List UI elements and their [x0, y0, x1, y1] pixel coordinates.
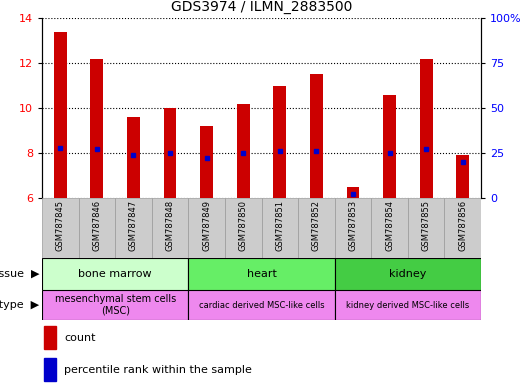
FancyBboxPatch shape [408, 198, 445, 258]
Text: GSM787852: GSM787852 [312, 200, 321, 251]
Bar [200, 126, 213, 198]
Bar [456, 155, 469, 198]
Text: mesenchymal stem cells
(MSC): mesenchymal stem cells (MSC) [54, 294, 176, 316]
FancyBboxPatch shape [188, 198, 225, 258]
Bar [420, 58, 433, 198]
FancyBboxPatch shape [152, 198, 188, 258]
Bar [54, 31, 67, 198]
Text: GSM787853: GSM787853 [348, 200, 357, 251]
Bar [90, 58, 103, 198]
FancyBboxPatch shape [335, 290, 481, 320]
FancyBboxPatch shape [78, 198, 115, 258]
Text: kidney derived MSC-like cells: kidney derived MSC-like cells [346, 301, 470, 310]
FancyBboxPatch shape [42, 258, 188, 290]
Text: tissue  ▶: tissue ▶ [0, 269, 39, 279]
FancyBboxPatch shape [335, 258, 481, 290]
FancyBboxPatch shape [42, 290, 188, 320]
Text: GSM787847: GSM787847 [129, 200, 138, 251]
Bar [347, 187, 359, 198]
Text: kidney: kidney [389, 269, 427, 279]
Text: cardiac derived MSC-like cells: cardiac derived MSC-like cells [199, 301, 324, 310]
Bar [164, 108, 176, 198]
FancyBboxPatch shape [188, 258, 335, 290]
Text: GSM787856: GSM787856 [458, 200, 467, 251]
FancyBboxPatch shape [335, 198, 371, 258]
FancyBboxPatch shape [42, 198, 78, 258]
Text: cell type  ▶: cell type ▶ [0, 300, 39, 310]
Text: GSM787845: GSM787845 [56, 200, 65, 251]
Bar [237, 104, 249, 198]
Text: GDS3974 / ILMN_2883500: GDS3974 / ILMN_2883500 [171, 0, 352, 14]
Text: GSM787850: GSM787850 [238, 200, 248, 251]
Bar [274, 86, 286, 198]
Text: bone marrow: bone marrow [78, 269, 152, 279]
Bar [310, 74, 323, 198]
Bar [44, 326, 56, 349]
FancyBboxPatch shape [225, 198, 262, 258]
Text: heart: heart [246, 269, 277, 279]
FancyBboxPatch shape [115, 198, 152, 258]
Text: percentile rank within the sample: percentile rank within the sample [64, 364, 252, 375]
FancyBboxPatch shape [371, 198, 408, 258]
FancyBboxPatch shape [298, 198, 335, 258]
FancyBboxPatch shape [445, 198, 481, 258]
Bar [44, 358, 56, 381]
Text: GSM787854: GSM787854 [385, 200, 394, 251]
Text: GSM787846: GSM787846 [93, 200, 101, 251]
Text: GSM787849: GSM787849 [202, 200, 211, 251]
Bar [383, 94, 396, 198]
Text: GSM787848: GSM787848 [166, 200, 175, 251]
Text: GSM787855: GSM787855 [422, 200, 430, 251]
Text: count: count [64, 333, 96, 343]
FancyBboxPatch shape [188, 290, 335, 320]
Text: GSM787851: GSM787851 [275, 200, 285, 251]
FancyBboxPatch shape [262, 198, 298, 258]
Bar [127, 117, 140, 198]
